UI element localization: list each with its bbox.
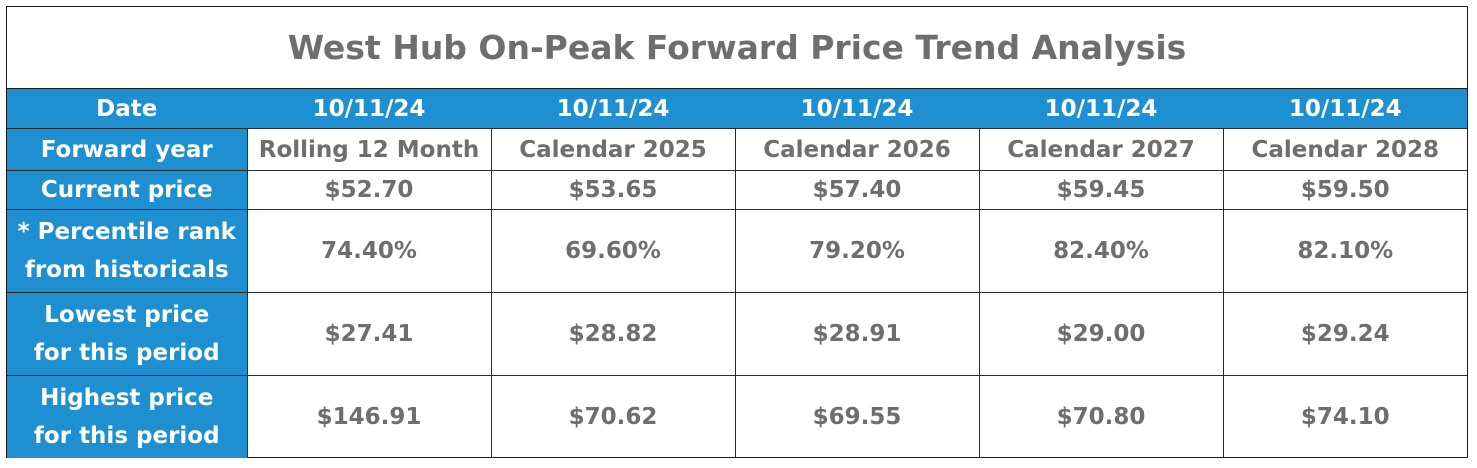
header-row: Date 10/11/24 10/11/24 10/11/24 10/11/24…	[7, 89, 1467, 129]
table-cell: $29.00	[978, 292, 1224, 376]
table-title: West Hub On-Peak Forward Price Trend Ana…	[7, 7, 1467, 89]
table-cell: $29.24	[1222, 292, 1467, 376]
table-cell: 82.10%	[1222, 209, 1467, 293]
row-label-lowest-price: Lowest price for this period	[7, 292, 248, 376]
row-label-line: Current price	[40, 177, 213, 203]
header-date-2: 10/11/24	[490, 89, 736, 129]
table-row-lowest-price: Lowest price for this period $27.41 $28.8…	[7, 292, 1467, 376]
table-cell: Calendar 2026	[734, 128, 980, 171]
row-label-line: Highest price	[40, 385, 214, 411]
table-cell: $59.50	[1222, 170, 1467, 210]
table-cell: $70.62	[490, 375, 736, 458]
table-cell: $52.70	[246, 170, 492, 210]
table-row-percentile-rank: * Percentile rank from historicals 74.40%…	[7, 209, 1467, 293]
row-label-line: from historicals	[24, 257, 229, 283]
table-row-highest-price: Highest price for this period $146.91 $70…	[7, 375, 1467, 458]
header-date-4: 10/11/24	[978, 89, 1224, 129]
table-cell: $146.91	[246, 375, 492, 458]
table-cell: $57.40	[734, 170, 980, 210]
table-cell: Calendar 2028	[1222, 128, 1467, 171]
price-trend-table: Date 10/11/24 10/11/24 10/11/24 10/11/24…	[7, 89, 1467, 458]
row-label-line: for this period	[33, 340, 220, 366]
row-label-line: for this period	[33, 423, 220, 449]
row-label-current-price: Current price	[7, 170, 248, 210]
table-row-forward-year: Forward year Rolling 12 Month Calendar 2…	[7, 128, 1467, 171]
table-cell: $59.45	[978, 170, 1224, 210]
table-cell: Calendar 2027	[978, 128, 1224, 171]
row-label-highest-price: Highest price for this period	[7, 375, 248, 458]
table-cell: $27.41	[246, 292, 492, 376]
table-cell: $28.91	[734, 292, 980, 376]
row-label-percentile-rank: * Percentile rank from historicals	[7, 209, 248, 293]
table-cell: 69.60%	[490, 209, 736, 293]
table-cell: 74.40%	[246, 209, 492, 293]
row-label-line: * Percentile rank	[17, 219, 236, 245]
table-cell: $28.82	[490, 292, 736, 376]
row-label-line: Forward year	[40, 136, 213, 163]
table-cell: 79.20%	[734, 209, 980, 293]
table-cell: $69.55	[734, 375, 980, 458]
header-date-5: 10/11/24	[1222, 89, 1467, 129]
row-label-forward-year: Forward year	[7, 128, 248, 171]
header-date-1: 10/11/24	[246, 89, 492, 129]
price-trend-table-frame: West Hub On-Peak Forward Price Trend Ana…	[6, 6, 1468, 458]
table-cell: Calendar 2025	[490, 128, 736, 171]
table-cell: Rolling 12 Month	[246, 128, 492, 171]
table-cell: 82.40%	[978, 209, 1224, 293]
table-cell: $70.80	[978, 375, 1224, 458]
table-cell: $74.10	[1222, 375, 1467, 458]
table-row-current-price: Current price $52.70 $53.65 $57.40 $59.4…	[7, 170, 1467, 210]
row-label-line: Lowest price	[44, 302, 210, 328]
header-date-3: 10/11/24	[734, 89, 980, 129]
header-label-date: Date	[7, 89, 248, 129]
table-cell: $53.65	[490, 170, 736, 210]
